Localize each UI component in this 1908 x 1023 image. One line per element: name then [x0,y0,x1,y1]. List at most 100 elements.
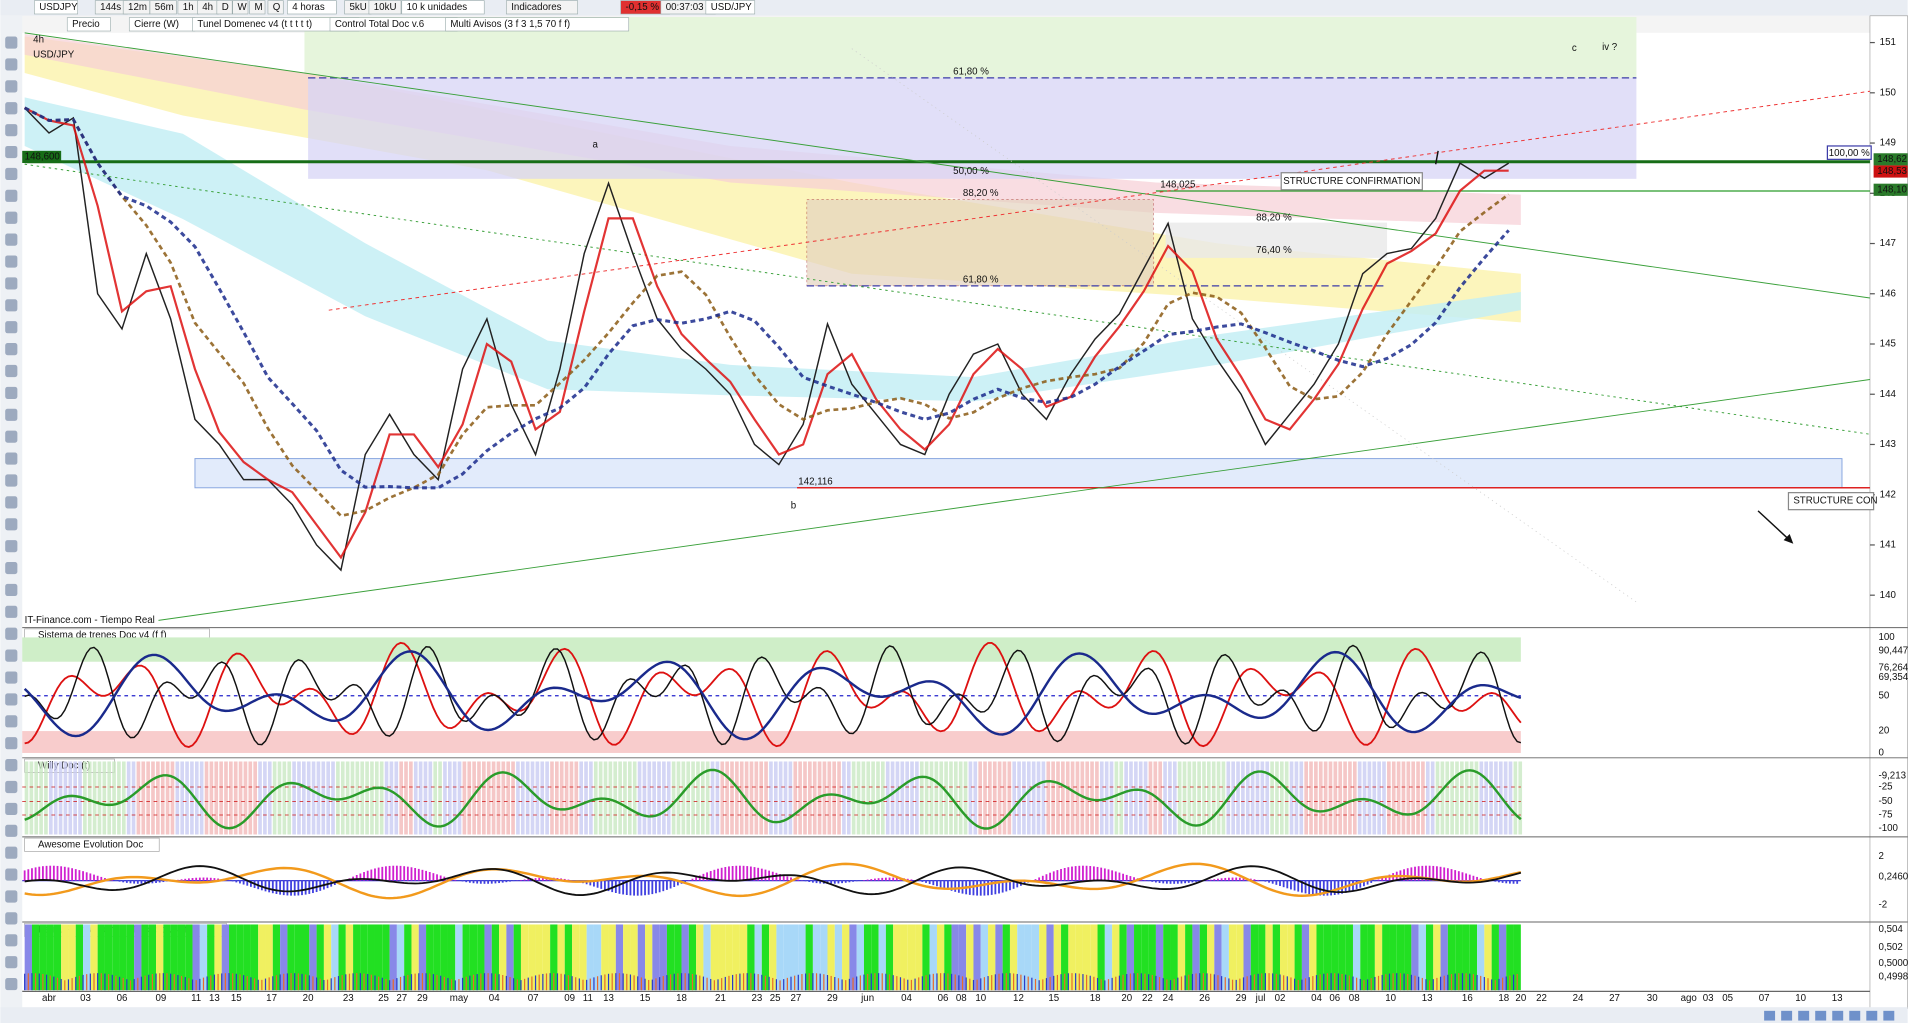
toolbar-label[interactable]: Indicadores [511,2,561,13]
willy-bar [44,761,48,835]
toolbar-button[interactable] [149,0,177,15]
tool-icon[interactable] [5,759,18,772]
tool-icon[interactable] [5,715,18,728]
tool-icon[interactable] [5,496,18,509]
tool-icon[interactable] [5,824,18,837]
willy-bar [350,761,355,835]
toolbar-button[interactable] [34,0,79,15]
tool-icon[interactable] [5,102,18,115]
annotation: iv ? [1602,42,1618,53]
tool-icon[interactable] [5,145,18,159]
tool-icon[interactable] [5,561,18,575]
toolbar-label[interactable]: D [222,2,229,13]
annotation: 61,80 % [963,274,999,285]
tool-icon[interactable] [5,430,18,443]
tool-icon[interactable] [5,780,18,794]
tool-icon[interactable] [5,737,18,750]
nav-icon[interactable] [1832,1010,1844,1021]
toolbar-button[interactable] [232,0,249,15]
tool-icon[interactable] [5,386,18,399]
toolbar-button[interactable] [267,0,284,15]
tool-icon[interactable] [5,846,18,859]
toolbar-label[interactable]: USDJPY [39,2,78,13]
tool-icon[interactable] [5,299,18,312]
x-tick-label: 15 [1048,993,1059,1004]
tool-icon[interactable] [5,693,18,706]
toolbar-button[interactable] [445,17,630,32]
tool-icon[interactable] [5,233,18,246]
tool-icon[interactable] [5,124,18,137]
toolbar-label[interactable]: 144s [100,2,121,13]
toolbar-label[interactable]: 4 horas [292,2,325,13]
tool-icon[interactable] [5,977,18,991]
toolbar-label[interactable]: M [255,2,263,13]
tool-icon[interactable] [5,321,18,334]
toolbar-label[interactable]: Control Total Doc v.6 [335,19,424,30]
tool-icon[interactable] [5,211,18,224]
toolbar-label[interactable]: 5kU [349,2,366,13]
toolbar-label[interactable]: Q [273,2,281,13]
toolbar-button[interactable] [249,0,266,15]
toolbar-label[interactable]: 56m [155,2,174,13]
tool-icon[interactable] [5,474,18,487]
tool-icon[interactable] [5,364,18,378]
tool-icon[interactable] [5,36,18,49]
nav-icon[interactable] [1781,1010,1793,1021]
tool-icon[interactable] [5,583,18,597]
tool-icon[interactable] [5,167,18,181]
tool-icon[interactable] [5,934,18,947]
toolbar-label[interactable]: 00:37:03 [666,2,704,13]
tool-icon[interactable] [5,605,18,618]
willy-bar [1518,761,1523,835]
tool-icon[interactable] [5,956,18,969]
toolbar-label[interactable]: 12m [128,2,147,13]
toolbar-button[interactable] [506,0,578,15]
toolbar-button[interactable] [705,0,756,15]
tool-icon[interactable] [5,189,18,202]
toolbar-label[interactable]: Cierre (W) [134,19,179,30]
tool-icon[interactable] [5,58,18,71]
tool-icon[interactable] [5,540,18,553]
toolbar-label[interactable]: -0,15 % [626,2,660,13]
toolbar-label[interactable]: Tunel Domenec v4 (t t t t t) [197,19,312,30]
toolbar-label[interactable]: W [238,2,248,13]
tool-icon[interactable] [5,802,18,815]
tool-icon[interactable] [5,277,18,290]
willy-bar [224,761,228,835]
toolbar-label[interactable]: 4h [202,2,213,13]
nav-icon[interactable] [1866,1010,1878,1021]
toolbar-button[interactable] [66,17,111,32]
toolbar-button[interactable] [287,0,337,15]
toolbar-label[interactable]: 1h [183,2,194,13]
nav-icon[interactable] [1883,1010,1895,1021]
market-bar [1374,924,1383,991]
toolbar-label[interactable]: USD/JPY [711,2,753,13]
willy-bar [1187,761,1192,835]
nav-icon[interactable] [1815,1010,1827,1021]
toolbar-label[interactable]: Multi Avisos (3 f 3 1,5 70 f f) [450,19,570,30]
toolbar-button[interactable] [401,0,485,15]
tool-icon[interactable] [5,452,18,465]
tool-icon[interactable] [5,649,18,662]
toolbar-button[interactable] [368,0,402,15]
willy-bar [686,761,691,835]
market-bar [615,924,624,991]
tool-icon[interactable] [5,343,18,356]
toolbar-label[interactable]: Precio [72,19,100,30]
toolbar-label[interactable]: 10 k unidades [407,2,468,13]
tool-icon[interactable] [5,890,18,903]
tool-icon[interactable] [5,671,18,684]
tool-icon[interactable] [5,912,18,925]
nav-icon[interactable] [1798,1010,1810,1021]
tool-icon[interactable] [5,518,18,531]
toolbar-label[interactable]: 10kU [374,2,397,13]
annotation: 148,025 [1160,179,1195,190]
tool-icon[interactable] [5,868,18,881]
tool-icon[interactable] [5,80,18,93]
tool-icon[interactable] [5,627,18,640]
nav-icon[interactable] [1764,1010,1776,1021]
toolbar-button[interactable] [216,0,233,15]
tool-icon[interactable] [5,255,18,268]
nav-icon[interactable] [1849,1010,1861,1021]
tool-icon[interactable] [5,408,18,421]
